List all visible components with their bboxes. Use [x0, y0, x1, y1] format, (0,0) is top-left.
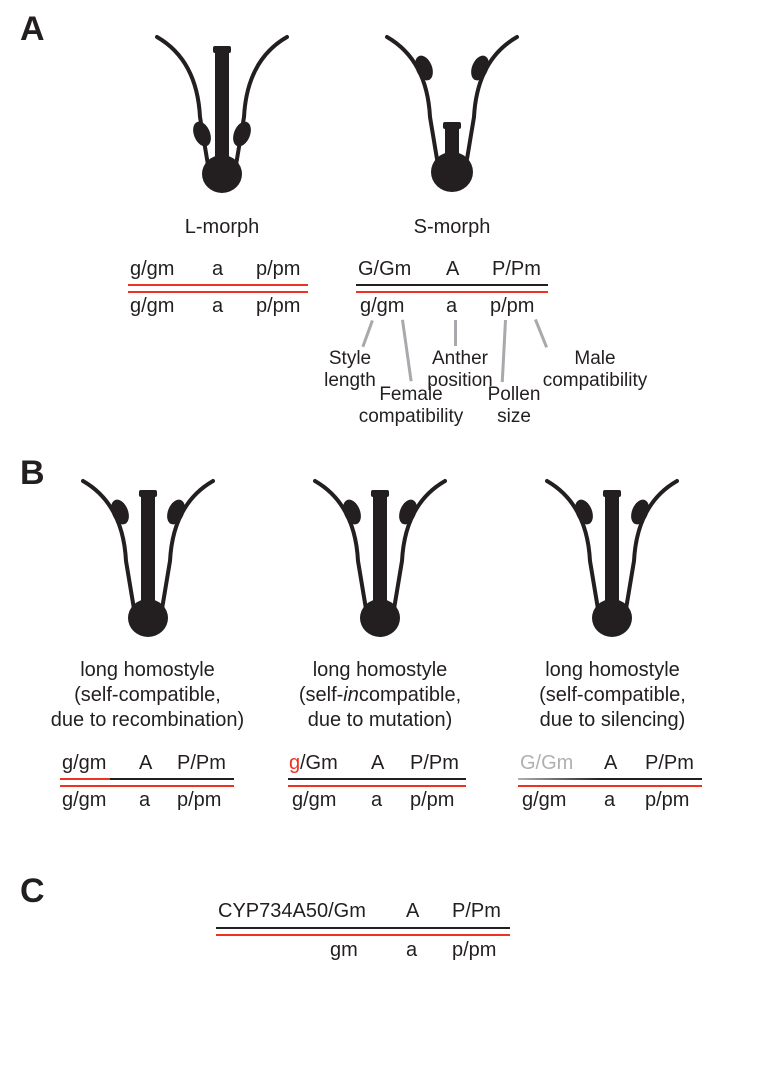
s-bot-p: p/pm [490, 295, 534, 318]
c-bot-a: a [406, 939, 417, 962]
br-top-g-gray: G/Gm [520, 752, 573, 775]
l-top-chrom [128, 284, 308, 286]
caption-b-mid: long homostyle(self-incompatible,due to … [275, 658, 485, 733]
l-bot-g: g/gm [130, 295, 174, 318]
flower-b-right [532, 466, 692, 646]
bl-top-chrom-seg2 [110, 778, 234, 780]
s-bot-a: a [446, 295, 457, 318]
bm-top-gm: /Gm [300, 752, 338, 775]
c-top-cyp: CYP734A50/Gm [218, 900, 366, 923]
bm-top-a: A [371, 752, 384, 775]
l-morph-label: L-morph [182, 216, 262, 239]
br-bot-p: p/pm [645, 789, 689, 812]
s-bot-chrom [356, 291, 548, 293]
bm-top-g-red: g [289, 752, 300, 775]
s-top-a: A [446, 258, 459, 281]
bm-bot-a: a [371, 789, 382, 812]
flower-b-left [68, 466, 228, 646]
l-bot-p: p/pm [256, 295, 300, 318]
bm-bot-chrom [288, 785, 466, 787]
s-morph-label: S-morph [412, 216, 492, 239]
l-bot-a: a [212, 295, 223, 318]
caption-b-right: long homostyle(self-compatible,due to si… [510, 658, 715, 733]
bl-top-a: A [139, 752, 152, 775]
br-bot-chrom [518, 785, 702, 787]
br-top-a: A [604, 752, 617, 775]
bl-top-chrom-seg1 [60, 778, 110, 780]
bm-top-p: P/Pm [410, 752, 459, 775]
bl-bot-p: p/pm [177, 789, 221, 812]
l-top-a: a [212, 258, 223, 281]
l-top-p: p/pm [256, 258, 300, 281]
flower-l-morph [142, 22, 302, 202]
c-bot-gm: gm [330, 939, 358, 962]
c-bot-chrom [216, 934, 510, 936]
leader-female [401, 320, 413, 382]
s-top-g: G/Gm [358, 258, 411, 281]
c-top-p: P/Pm [452, 900, 501, 923]
l-top-g: g/gm [130, 258, 174, 281]
c-bot-p: p/pm [452, 939, 496, 962]
flower-b-mid [300, 466, 460, 646]
bm-bot-g: g/gm [292, 789, 336, 812]
br-top-chrom-grad [518, 778, 702, 780]
c-top-chrom [216, 927, 510, 929]
bl-bot-g: g/gm [62, 789, 106, 812]
leader-anther [454, 320, 457, 346]
panel-b-label: B [20, 454, 45, 493]
l-bot-chrom [128, 291, 308, 293]
bm-top-chrom [288, 778, 466, 780]
bl-top-p: P/Pm [177, 752, 226, 775]
s-top-chrom [356, 284, 548, 286]
leader-male [534, 319, 548, 348]
panel-a-label: A [20, 10, 45, 49]
bl-bot-chrom [60, 785, 234, 787]
bl-bot-a: a [139, 789, 150, 812]
caption-b-left: long homostyle(self-compatible,due to re… [40, 658, 255, 733]
leader-pollen [501, 320, 507, 382]
s-bot-g: g/gm [360, 295, 404, 318]
c-top-a: A [406, 900, 419, 923]
br-bot-g: g/gm [522, 789, 566, 812]
flower-s-morph [372, 22, 532, 202]
bl-top-g: g/gm [62, 752, 106, 775]
caption-b-mid-em: in [343, 684, 359, 706]
s-top-p: P/Pm [492, 258, 541, 281]
panel-c-label: C [20, 872, 45, 911]
leader-style [361, 320, 373, 347]
br-bot-a: a [604, 789, 615, 812]
bm-bot-p: p/pm [410, 789, 454, 812]
br-top-p: P/Pm [645, 752, 694, 775]
trait-male: Malecompatibility [540, 348, 650, 392]
